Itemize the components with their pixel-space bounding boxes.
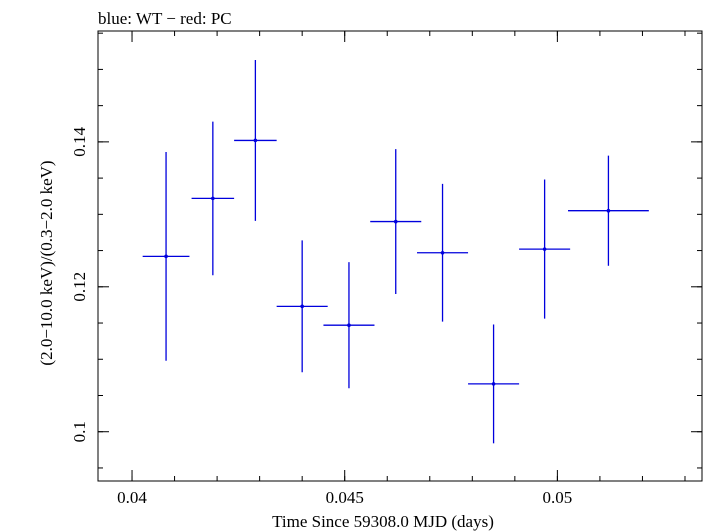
data-layer: [142, 59, 649, 444]
data-point: [323, 262, 375, 389]
data-point: [417, 183, 469, 322]
x-tick-label: 0.04: [117, 488, 147, 507]
point-marker: [300, 304, 304, 309]
y-axis: 0.1 0.12 0.14: [70, 126, 702, 442]
point-marker: [491, 382, 496, 386]
point-marker: [211, 196, 215, 201]
point-marker: [606, 208, 611, 213]
y-tick-label: 0.12: [70, 272, 89, 302]
x-tick-label: 0.045: [326, 488, 364, 507]
y-axis-label: (2.0−10.0 keV)/(0.3−2.0 keV): [37, 160, 56, 365]
x-axis-label: Time Since 59308.0 MJD (days): [272, 512, 494, 531]
plot-frame: [97, 30, 703, 482]
data-point: [234, 59, 277, 221]
chart-title: blue: WT − red: PC: [98, 9, 232, 28]
point-marker: [542, 247, 547, 251]
point-marker: [253, 138, 258, 143]
data-point: [468, 324, 520, 444]
data-point: [370, 149, 422, 295]
point-marker: [164, 254, 168, 259]
data-point: [568, 155, 649, 266]
data-point: [519, 179, 571, 319]
data-point: [142, 152, 190, 361]
y-tick-label: 0.1: [70, 421, 89, 442]
point-marker: [440, 250, 445, 255]
data-point: [191, 121, 235, 276]
y-tick-label: 0.14: [70, 126, 89, 156]
point-marker: [393, 219, 398, 224]
point-marker: [347, 323, 351, 328]
x-tick-label: 0.05: [543, 488, 573, 507]
x-axis: 0.04 0.045 0.05: [117, 31, 572, 507]
data-point: [276, 240, 328, 373]
